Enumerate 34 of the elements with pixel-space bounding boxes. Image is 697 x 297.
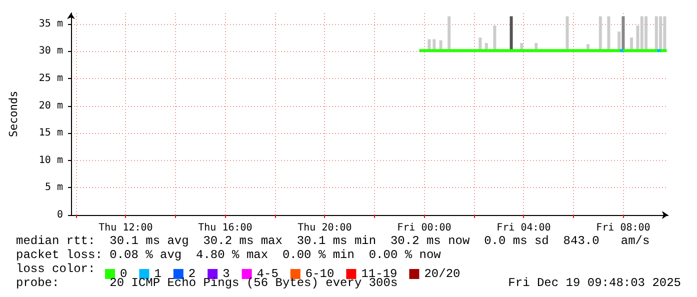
text: median rtt: 30.1 ms avg 30.2 ms max 30.1 ms min 30.2 ms now 0.0 ms sd 843.0 am/s <box>16 234 650 248</box>
bar <box>654 16 658 52</box>
x-tick-label: Thu 16:00 <box>198 222 252 234</box>
bar <box>663 16 666 52</box>
x-tick-label: Thu 20:00 <box>298 222 352 234</box>
x-tick-label: Fri 00:00 <box>397 222 452 234</box>
y-tick-label: 5 m <box>44 182 63 194</box>
x-tick-label: Fri 08:00 <box>596 222 650 234</box>
legend-title: loss color: <box>16 262 96 276</box>
bar <box>622 16 625 52</box>
bar <box>598 16 602 52</box>
text: packet loss: 0.08 % avg 4.80 % max 0.00 % min 0.00 % now <box>16 248 441 262</box>
bar <box>640 16 644 52</box>
y-axis-title: Seconds <box>7 90 20 138</box>
y-tick-label: 25 m <box>38 73 63 84</box>
x-tick-label: Fri 04:00 <box>496 222 551 234</box>
legend-label: 3 <box>222 267 230 281</box>
y-tick-label: 10 m <box>38 154 63 166</box>
bar <box>644 16 648 52</box>
legend-label: 20/20 <box>424 267 460 281</box>
y-tick-label: 35 m <box>38 18 63 30</box>
bar <box>448 16 451 52</box>
y-tick-label: 20 m <box>38 100 63 112</box>
bar <box>493 26 496 52</box>
legend-label: 2 <box>188 267 196 281</box>
y-tick-label: 30 m <box>38 46 63 57</box>
bar <box>566 16 569 52</box>
text: Fri Dec 19 09:48:03 2025 <box>508 276 681 290</box>
bar <box>659 16 662 52</box>
bar <box>510 16 513 52</box>
bar <box>607 16 610 52</box>
y-tick-label: 0 <box>56 210 63 220</box>
x-tick-label: Thu 12:00 <box>98 222 153 234</box>
y-tick-label: 15 m <box>38 128 63 139</box>
